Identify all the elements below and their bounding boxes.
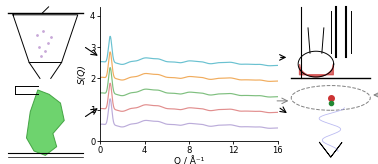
Y-axis label: S(Q): S(Q) <box>78 64 87 84</box>
X-axis label: Q / Å⁻¹: Q / Å⁻¹ <box>174 156 204 164</box>
Polygon shape <box>26 90 64 155</box>
